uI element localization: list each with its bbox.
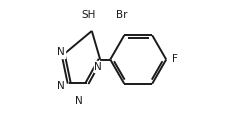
Bar [57,46,65,58]
Bar [171,54,178,65]
Text: N: N [94,62,102,72]
Bar [75,95,84,107]
Bar [117,10,127,21]
Text: F: F [172,55,177,64]
Text: Br: Br [116,10,128,20]
Bar [84,10,94,21]
Text: N: N [76,96,83,106]
Bar [57,80,65,92]
Text: SH: SH [82,10,96,20]
Text: N: N [57,47,65,57]
Bar [94,61,101,72]
Text: N: N [57,81,65,91]
